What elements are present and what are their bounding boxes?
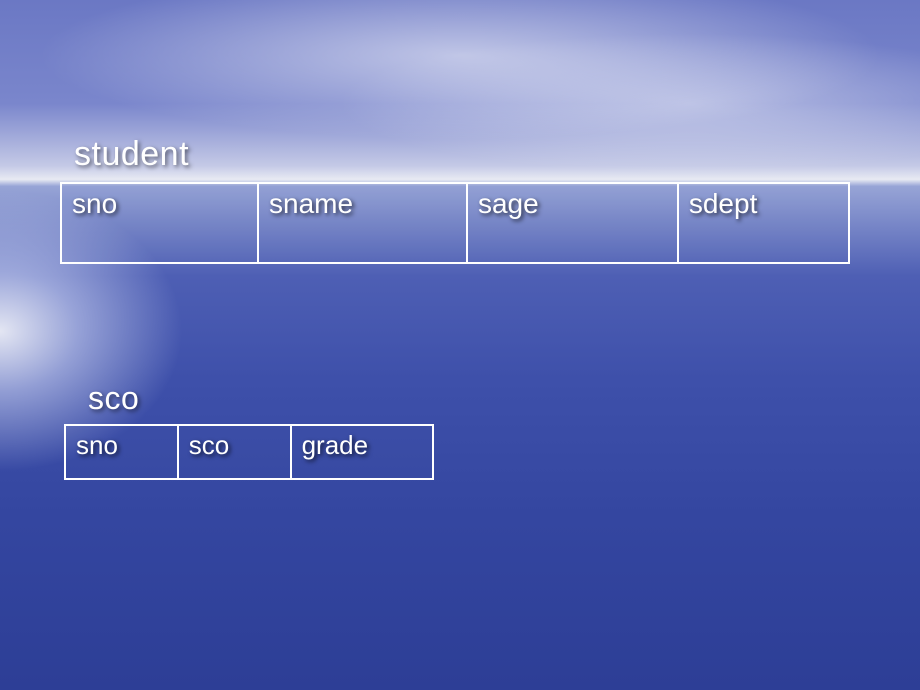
- table-title-sco: sco: [88, 380, 139, 417]
- column-header: sno: [66, 426, 179, 478]
- table-title-student: student: [74, 135, 189, 174]
- slide-background: student sno sname sage sdept sco sno sco…: [0, 0, 920, 690]
- column-header: sage: [468, 184, 679, 262]
- table-sco: sno sco grade: [64, 424, 434, 480]
- column-header: sco: [179, 426, 292, 478]
- table-student: sno sname sage sdept: [60, 182, 850, 264]
- column-header: sdept: [679, 184, 848, 262]
- column-header: sname: [259, 184, 468, 262]
- column-header: sno: [62, 184, 259, 262]
- column-header: grade: [292, 426, 432, 478]
